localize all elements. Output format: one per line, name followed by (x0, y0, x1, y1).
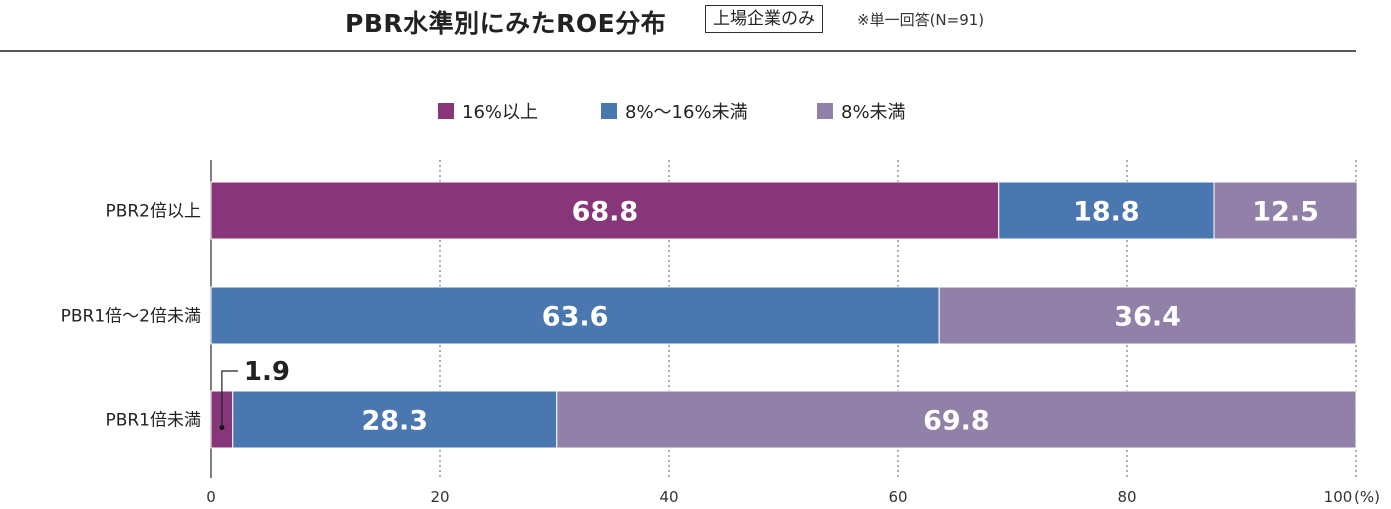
chart-title: PBR水準別にみたROE分布 (345, 9, 667, 38)
legend-swatch (438, 103, 454, 119)
legend-swatch (817, 103, 833, 119)
legend-swatch (601, 103, 617, 119)
legend-label: 8%〜16%未満 (625, 102, 748, 123)
bar-value-label: 18.8 (1073, 197, 1140, 228)
bar-segment (210, 286, 940, 345)
callout-line (221, 370, 238, 428)
x-tick-label: 40 (659, 488, 678, 506)
x-tick-label: 20 (430, 488, 449, 506)
bar-segment (1213, 181, 1358, 240)
sample-note: ※単一回答(N=91) (857, 11, 985, 29)
x-tick-label: 80 (1117, 488, 1136, 506)
bar-value-label: 69.8 (923, 406, 990, 437)
category-label: PBR1倍未満 (105, 411, 201, 431)
bar-value-label: 36.4 (1114, 302, 1181, 333)
legend-label: 8%未満 (841, 102, 906, 123)
x-tick-label: 60 (888, 488, 907, 506)
callout-value-label: 1.9 (244, 357, 290, 387)
category-label: PBR1倍〜2倍未満 (61, 307, 201, 327)
bar-value-label: 63.6 (542, 302, 609, 333)
bar-segment (210, 181, 1000, 240)
bar-value-label: 28.3 (361, 406, 428, 437)
bar-value-label: 68.8 (572, 197, 639, 228)
scope-badge: 上場企業のみ (705, 5, 823, 33)
category-label: PBR2倍以上 (105, 202, 201, 222)
legend-label: 16%以上 (462, 102, 538, 123)
bar-value-label: 12.5 (1252, 197, 1319, 228)
bar-segment (938, 286, 1357, 345)
bar-segment (232, 390, 558, 449)
x-axis-unit: (%) (1354, 488, 1380, 506)
bar-segment (998, 181, 1215, 240)
x-tick-label: 0 (206, 488, 216, 506)
bar-segment (556, 390, 1357, 449)
x-tick-label: 100 (1324, 488, 1353, 506)
title-rule (0, 50, 1356, 52)
